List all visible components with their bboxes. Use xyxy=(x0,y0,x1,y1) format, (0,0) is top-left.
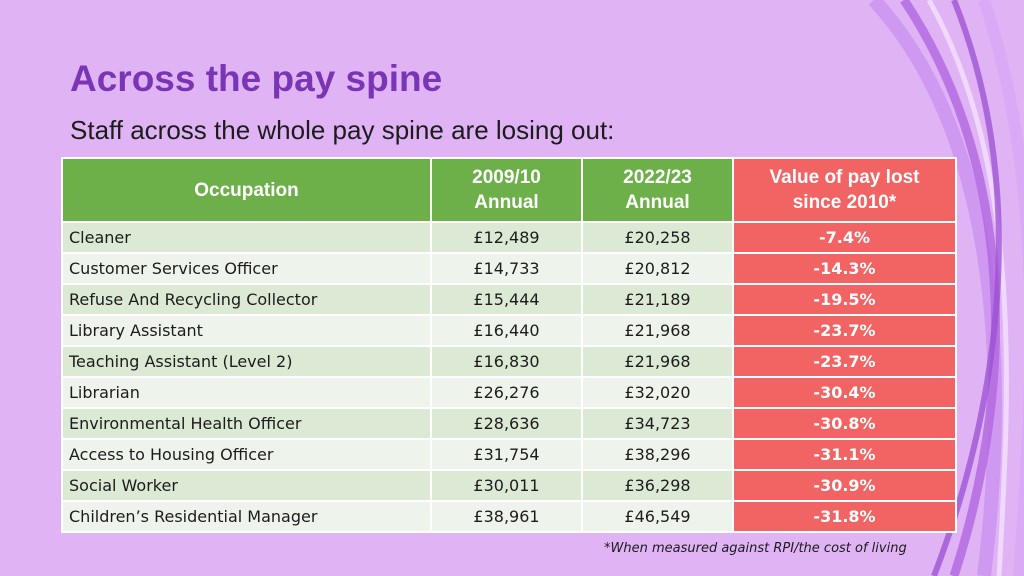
footnote: *When measured against RPI/the cost of l… xyxy=(604,541,907,556)
header-2009-year: 2009/10 xyxy=(472,167,541,188)
occupation-cell: Teaching Assistant (Level 2) xyxy=(61,345,432,378)
header-pay-lost-line1: Value of pay lost xyxy=(769,167,920,188)
pay-2009-cell: £30,011 xyxy=(430,469,583,502)
table-row: Teaching Assistant (Level 2) £16,830 £21… xyxy=(61,345,957,378)
table-row: Librarian £26,276 £32,020 -30.4% xyxy=(61,376,957,409)
table-row: Access to Housing Officer £31,754 £38,29… xyxy=(61,438,957,471)
header-occupation: Occupation xyxy=(61,157,432,223)
header-2022-annual: 2022/23 Annual xyxy=(581,157,734,223)
decorative-swoosh xyxy=(868,0,1024,576)
pay-2009-cell: £15,444 xyxy=(430,283,583,316)
occupation-cell: Environmental Health Officer xyxy=(61,407,432,440)
pay-2009-cell: £38,961 xyxy=(430,500,583,533)
table-row: Environmental Health Officer £28,636 £34… xyxy=(61,407,957,440)
occupation-cell: Refuse And Recycling Collector xyxy=(61,283,432,316)
pay-2022-cell: £20,812 xyxy=(581,252,734,285)
pay-2009-cell: £26,276 xyxy=(430,376,583,409)
header-2022-year: 2022/23 xyxy=(623,167,692,188)
header-2009-annual-label: Annual xyxy=(474,192,539,213)
pay-2022-cell: £46,549 xyxy=(581,500,734,533)
header-pay-lost: Value of pay lost since 2010* xyxy=(732,157,957,223)
pay-lost-cell: -23.7% xyxy=(732,345,957,378)
pay-lost-cell: -30.9% xyxy=(732,469,957,502)
header-2009-annual: 2009/10 Annual xyxy=(430,157,583,223)
pay-lost-cell: -30.4% xyxy=(732,376,957,409)
pay-2022-cell: £34,723 xyxy=(581,407,734,440)
pay-2009-cell: £12,489 xyxy=(430,221,583,254)
pay-2009-cell: £28,636 xyxy=(430,407,583,440)
pay-2009-cell: £14,733 xyxy=(430,252,583,285)
pay-2022-cell: £21,189 xyxy=(581,283,734,316)
pay-lost-cell: -31.8% xyxy=(732,500,957,533)
occupation-cell: Library Assistant xyxy=(61,314,432,347)
occupation-cell: Children’s Residential Manager xyxy=(61,500,432,533)
table-row: Refuse And Recycling Collector £15,444 £… xyxy=(61,283,957,316)
header-2022-annual-label: Annual xyxy=(625,192,690,213)
pay-2022-cell: £20,258 xyxy=(581,221,734,254)
pay-lost-cell: -14.3% xyxy=(732,252,957,285)
occupation-cell: Librarian xyxy=(61,376,432,409)
table-row: Social Worker £30,011 £36,298 -30.9% xyxy=(61,469,957,502)
pay-table: Occupation 2009/10 Annual 2022/23 Annual… xyxy=(61,157,957,533)
pay-lost-cell: -31.1% xyxy=(732,438,957,471)
occupation-cell: Access to Housing Officer xyxy=(61,438,432,471)
pay-lost-cell: -30.8% xyxy=(732,407,957,440)
occupation-cell: Social Worker xyxy=(61,469,432,502)
pay-2009-cell: £16,440 xyxy=(430,314,583,347)
pay-2022-cell: £36,298 xyxy=(581,469,734,502)
pay-lost-cell: -23.7% xyxy=(732,314,957,347)
pay-2022-cell: £32,020 xyxy=(581,376,734,409)
table-row: Children’s Residential Manager £38,961 £… xyxy=(61,500,957,533)
occupation-cell: Cleaner xyxy=(61,221,432,254)
pay-2022-cell: £21,968 xyxy=(581,314,734,347)
table-row: Library Assistant £16,440 £21,968 -23.7% xyxy=(61,314,957,347)
page-title: Across the pay spine xyxy=(70,58,443,99)
occupation-cell: Customer Services Officer xyxy=(61,252,432,285)
pay-2022-cell: £21,968 xyxy=(581,345,734,378)
table-row: Customer Services Officer £14,733 £20,81… xyxy=(61,252,957,285)
pay-2022-cell: £38,296 xyxy=(581,438,734,471)
pay-lost-cell: -7.4% xyxy=(732,221,957,254)
page-subtitle: Staff across the whole pay spine are los… xyxy=(70,115,615,145)
pay-lost-cell: -19.5% xyxy=(732,283,957,316)
pay-2009-cell: £31,754 xyxy=(430,438,583,471)
table-row: Cleaner £12,489 £20,258 -7.4% xyxy=(61,221,957,254)
pay-2009-cell: £16,830 xyxy=(430,345,583,378)
header-pay-lost-line2: since 2010* xyxy=(792,192,897,213)
table-header-row: Occupation 2009/10 Annual 2022/23 Annual… xyxy=(61,157,957,223)
